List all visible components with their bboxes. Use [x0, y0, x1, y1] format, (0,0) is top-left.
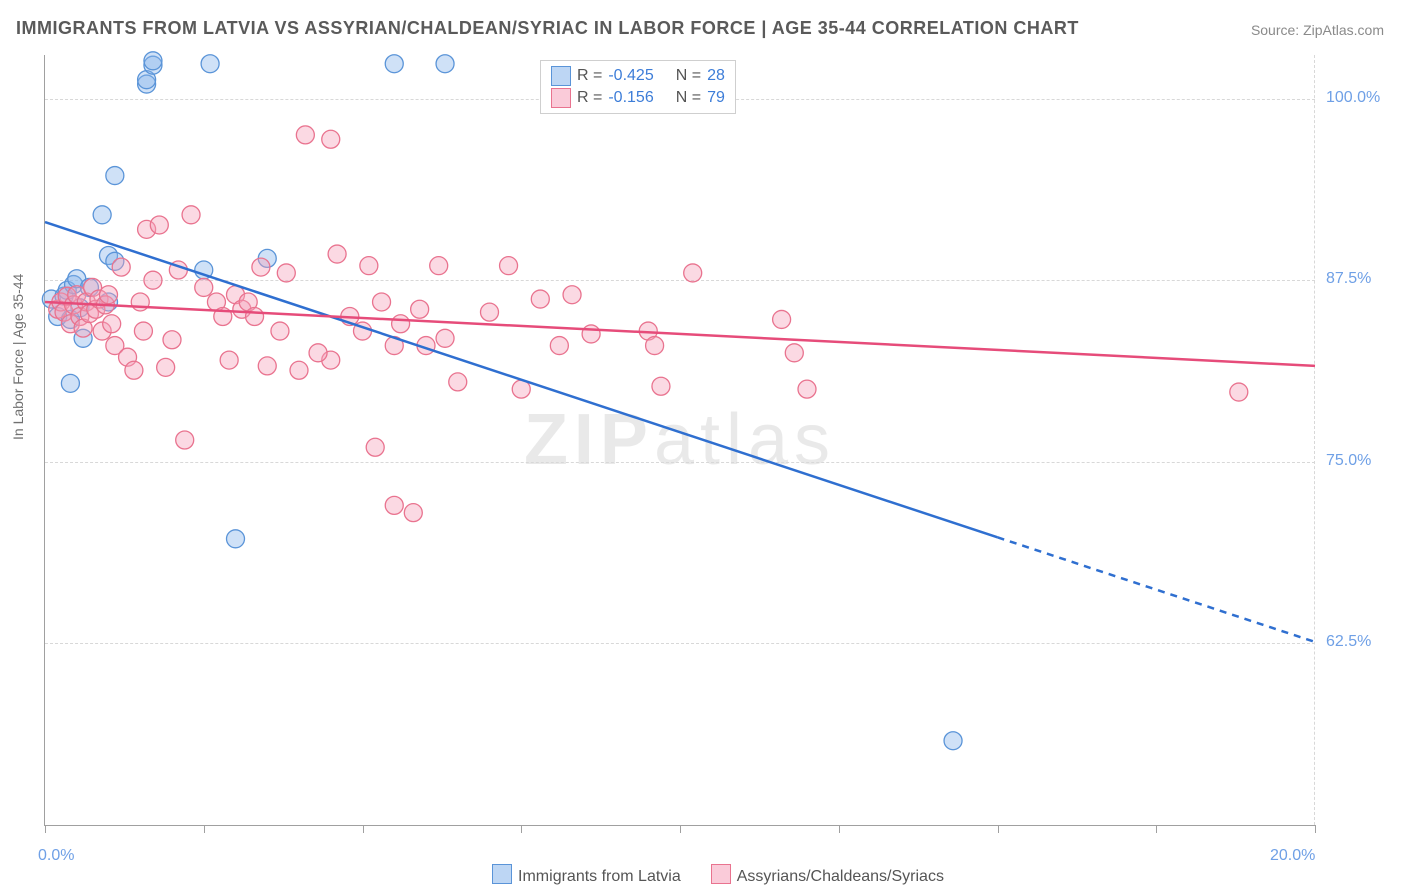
- assyrian-point: [531, 290, 549, 308]
- assyrian-point: [582, 325, 600, 343]
- x-tick: [521, 825, 522, 833]
- assyrian-point: [773, 310, 791, 328]
- assyrian-point: [436, 329, 454, 347]
- assyrian-point: [646, 337, 664, 355]
- x-tick: [839, 825, 840, 833]
- assyrian-point: [271, 322, 289, 340]
- assyrian-point: [563, 286, 581, 304]
- assyrian-point: [296, 126, 314, 144]
- assyrian-point: [373, 293, 391, 311]
- assyrian-point: [103, 315, 121, 333]
- x-tick: [1156, 825, 1157, 833]
- source-label: Source: ZipAtlas.com: [1251, 22, 1384, 38]
- x-tick: [680, 825, 681, 833]
- assyrian-point: [550, 337, 568, 355]
- assyrian-point: [100, 286, 118, 304]
- legend-row: R = -0.425 N = 28: [551, 65, 725, 87]
- assyrian-point: [258, 357, 276, 375]
- correlation-legend: R = -0.425 N = 28 R = -0.156 N = 79: [540, 60, 736, 114]
- assyrian-point: [430, 257, 448, 275]
- legend-n-value: 28: [707, 65, 725, 87]
- series-legend: Immigrants from Latvia Assyrians/Chaldean…: [0, 864, 1406, 886]
- x-tick: [998, 825, 999, 833]
- assyrian-point: [652, 377, 670, 395]
- latvia-trend-line-ext: [998, 537, 1316, 642]
- assyrian-point: [150, 216, 168, 234]
- assyrian-point: [360, 257, 378, 275]
- assyrian-point: [385, 496, 403, 514]
- chart-container: IMMIGRANTS FROM LATVIA VS ASSYRIAN/CHALD…: [0, 0, 1406, 892]
- assyrian-point: [125, 361, 143, 379]
- assyrian-point: [309, 344, 327, 362]
- x-tick: [45, 825, 46, 833]
- assyrian-point: [134, 322, 152, 340]
- assyrian-point: [404, 504, 422, 522]
- legend-n-label: N =: [676, 87, 701, 109]
- legend-swatch: [551, 66, 571, 86]
- latvia-trend-line: [45, 222, 998, 537]
- latvia-point: [93, 206, 111, 224]
- latvia-point: [106, 167, 124, 185]
- assyrian-point: [290, 361, 308, 379]
- legend-swatch: [551, 88, 571, 108]
- latvia-point: [436, 55, 454, 73]
- assyrian-point: [411, 300, 429, 318]
- legend-r-value: -0.156: [608, 87, 653, 109]
- legend-n-value: 79: [707, 87, 725, 109]
- legend-r-value: -0.425: [608, 65, 653, 87]
- latvia-point: [944, 732, 962, 750]
- legend-swatch: [711, 864, 731, 884]
- x-tick: [1315, 825, 1316, 833]
- latvia-point: [201, 55, 219, 73]
- assyrian-point: [449, 373, 467, 391]
- assyrian-point: [277, 264, 295, 282]
- chart-title: IMMIGRANTS FROM LATVIA VS ASSYRIAN/CHALD…: [16, 18, 1079, 39]
- assyrian-point: [144, 271, 162, 289]
- assyrian-point: [195, 278, 213, 296]
- plot-area: ZIPatlas: [44, 55, 1315, 826]
- y-tick-label: 87.5%: [1326, 270, 1371, 288]
- legend-series-label: Immigrants from Latvia: [518, 868, 681, 885]
- x-tick-label: 0.0%: [38, 847, 74, 865]
- y-axis-label: In Labor Force | Age 35-44: [10, 274, 26, 440]
- assyrian-point: [182, 206, 200, 224]
- assyrian-point: [163, 331, 181, 349]
- assyrian-point: [481, 303, 499, 321]
- y-tick-label: 62.5%: [1326, 633, 1371, 651]
- assyrian-point: [392, 315, 410, 333]
- assyrian-point: [246, 308, 264, 326]
- assyrian-point: [252, 258, 270, 276]
- legend-r-label: R =: [577, 87, 602, 109]
- latvia-point: [144, 52, 162, 70]
- x-tick-label: 20.0%: [1270, 847, 1315, 865]
- legend-series-label: Assyrians/Chaldeans/Syriacs: [737, 868, 944, 885]
- x-tick: [204, 825, 205, 833]
- chart-svg: [45, 55, 1315, 825]
- assyrian-point: [500, 257, 518, 275]
- assyrian-point: [157, 358, 175, 376]
- assyrian-point: [220, 351, 238, 369]
- assyrian-point: [328, 245, 346, 263]
- legend-swatch: [492, 864, 512, 884]
- assyrian-point: [684, 264, 702, 282]
- assyrian-point: [112, 258, 130, 276]
- legend-row: R = -0.156 N = 79: [551, 87, 725, 109]
- y-tick-label: 100.0%: [1326, 89, 1380, 107]
- x-tick: [363, 825, 364, 833]
- latvia-point: [385, 55, 403, 73]
- assyrian-point: [322, 130, 340, 148]
- legend-r-label: R =: [577, 65, 602, 87]
- latvia-point: [61, 374, 79, 392]
- assyrian-point: [798, 380, 816, 398]
- y-tick-label: 75.0%: [1326, 452, 1371, 470]
- latvia-point: [227, 530, 245, 548]
- assyrian-point: [785, 344, 803, 362]
- assyrian-point: [366, 438, 384, 456]
- assyrian-point: [1230, 383, 1248, 401]
- legend-n-label: N =: [676, 65, 701, 87]
- assyrian-point: [176, 431, 194, 449]
